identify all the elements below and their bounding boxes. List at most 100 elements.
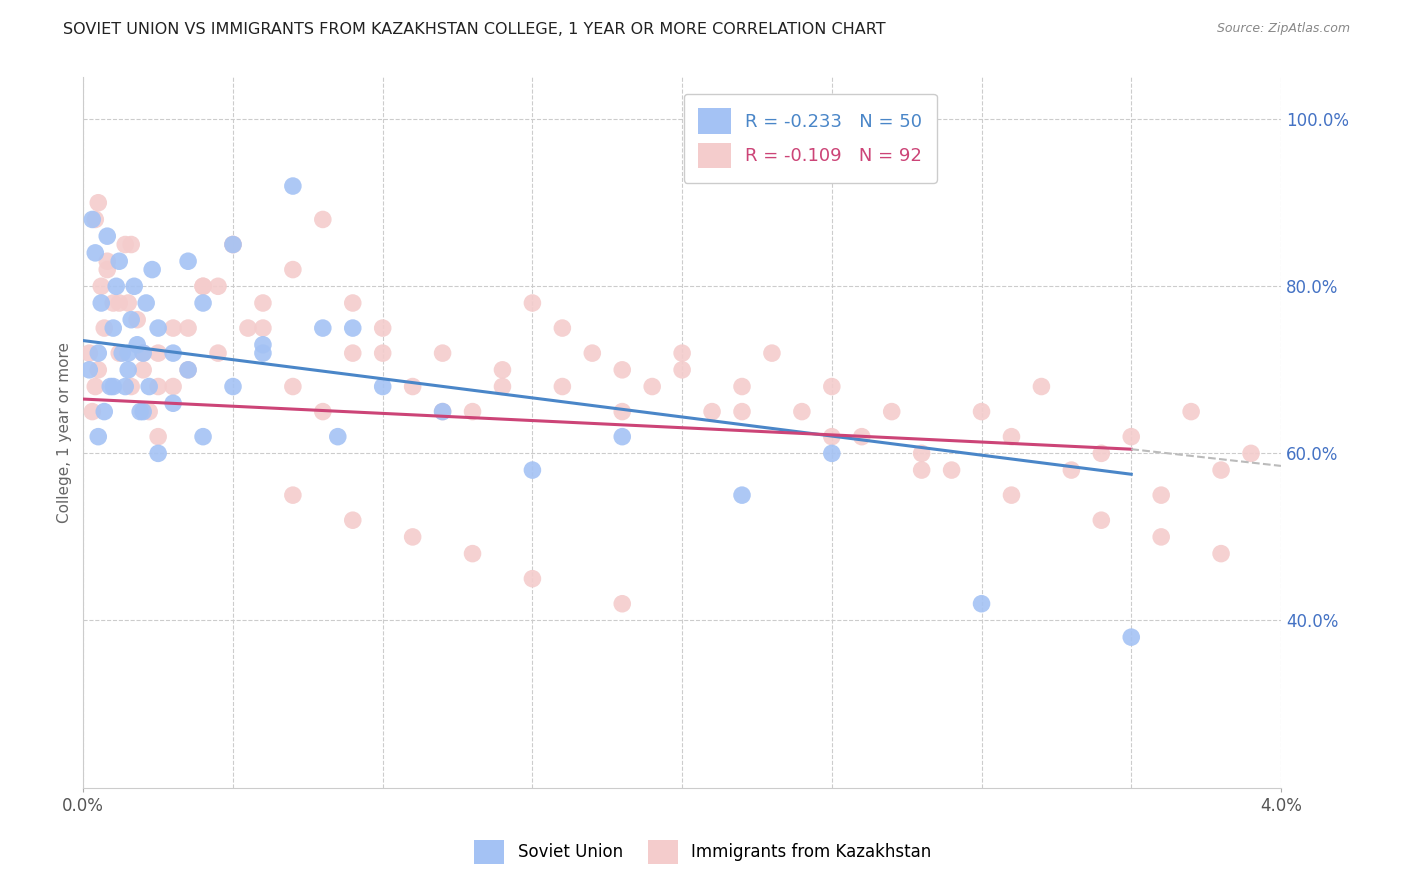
- Point: [191, 296, 214, 310]
- Point: [522, 463, 544, 477]
- Point: [551, 321, 574, 335]
- Point: [207, 346, 229, 360]
- Point: [1150, 488, 1173, 502]
- Point: [342, 296, 364, 310]
- Point: [790, 404, 813, 418]
- Point: [122, 279, 145, 293]
- Point: [1090, 446, 1112, 460]
- Point: [281, 488, 304, 502]
- Point: [761, 346, 783, 360]
- Point: [129, 404, 152, 418]
- Point: [252, 346, 274, 360]
- Point: [132, 346, 155, 360]
- Point: [612, 597, 634, 611]
- Point: [1150, 530, 1173, 544]
- Point: [581, 346, 603, 360]
- Point: [880, 404, 903, 418]
- Point: [117, 296, 139, 310]
- Point: [1121, 630, 1143, 644]
- Point: [970, 404, 993, 418]
- Point: [103, 296, 125, 310]
- Point: [731, 488, 754, 502]
- Point: [461, 404, 484, 418]
- Point: [96, 254, 118, 268]
- Point: [96, 262, 118, 277]
- Point: [135, 296, 157, 310]
- Point: [821, 430, 844, 444]
- Point: [821, 446, 844, 460]
- Point: [132, 363, 155, 377]
- Point: [731, 379, 754, 393]
- Point: [82, 212, 104, 227]
- Point: [191, 279, 214, 293]
- Point: [127, 338, 149, 352]
- Point: [127, 312, 149, 326]
- Point: [1060, 463, 1083, 477]
- Point: [1000, 430, 1022, 444]
- Point: [641, 379, 664, 393]
- Point: [252, 296, 274, 310]
- Point: [103, 379, 125, 393]
- Point: [191, 430, 214, 444]
- Point: [87, 430, 110, 444]
- Point: [132, 404, 155, 418]
- Point: [941, 463, 963, 477]
- Point: [1031, 379, 1053, 393]
- Point: [77, 346, 100, 360]
- Point: [342, 346, 364, 360]
- Point: [551, 379, 574, 393]
- Point: [114, 379, 136, 393]
- Point: [108, 296, 131, 310]
- Point: [281, 262, 304, 277]
- Point: [731, 404, 754, 418]
- Point: [1240, 446, 1263, 460]
- Text: SOVIET UNION VS IMMIGRANTS FROM KAZAKHSTAN COLLEGE, 1 YEAR OR MORE CORRELATION C: SOVIET UNION VS IMMIGRANTS FROM KAZAKHST…: [63, 22, 886, 37]
- Point: [146, 321, 169, 335]
- Point: [103, 321, 125, 335]
- Point: [312, 321, 335, 335]
- Point: [90, 279, 112, 293]
- Point: [432, 404, 454, 418]
- Point: [87, 346, 110, 360]
- Point: [108, 254, 131, 268]
- Point: [281, 179, 304, 194]
- Point: [236, 321, 259, 335]
- Point: [114, 237, 136, 252]
- Point: [342, 321, 364, 335]
- Point: [432, 346, 454, 360]
- Point: [342, 513, 364, 527]
- Point: [177, 363, 200, 377]
- Point: [491, 363, 513, 377]
- Point: [1209, 547, 1232, 561]
- Point: [671, 363, 693, 377]
- Point: [461, 547, 484, 561]
- Point: [111, 346, 134, 360]
- Point: [84, 245, 107, 260]
- Point: [401, 379, 423, 393]
- Point: [120, 312, 142, 326]
- Point: [700, 404, 723, 418]
- Point: [120, 237, 142, 252]
- Point: [96, 229, 118, 244]
- Point: [222, 237, 245, 252]
- Point: [207, 279, 229, 293]
- Point: [93, 404, 115, 418]
- Point: [612, 404, 634, 418]
- Point: [117, 363, 139, 377]
- Point: [177, 321, 200, 335]
- Point: [90, 296, 112, 310]
- Point: [87, 363, 110, 377]
- Legend: R = -0.233   N = 50, R = -0.109   N = 92: R = -0.233 N = 50, R = -0.109 N = 92: [683, 94, 936, 183]
- Point: [93, 321, 115, 335]
- Point: [222, 237, 245, 252]
- Point: [82, 404, 104, 418]
- Point: [146, 346, 169, 360]
- Point: [162, 396, 184, 410]
- Point: [851, 430, 873, 444]
- Point: [132, 346, 155, 360]
- Point: [105, 279, 128, 293]
- Point: [312, 404, 335, 418]
- Point: [108, 346, 131, 360]
- Point: [911, 446, 934, 460]
- Point: [117, 346, 139, 360]
